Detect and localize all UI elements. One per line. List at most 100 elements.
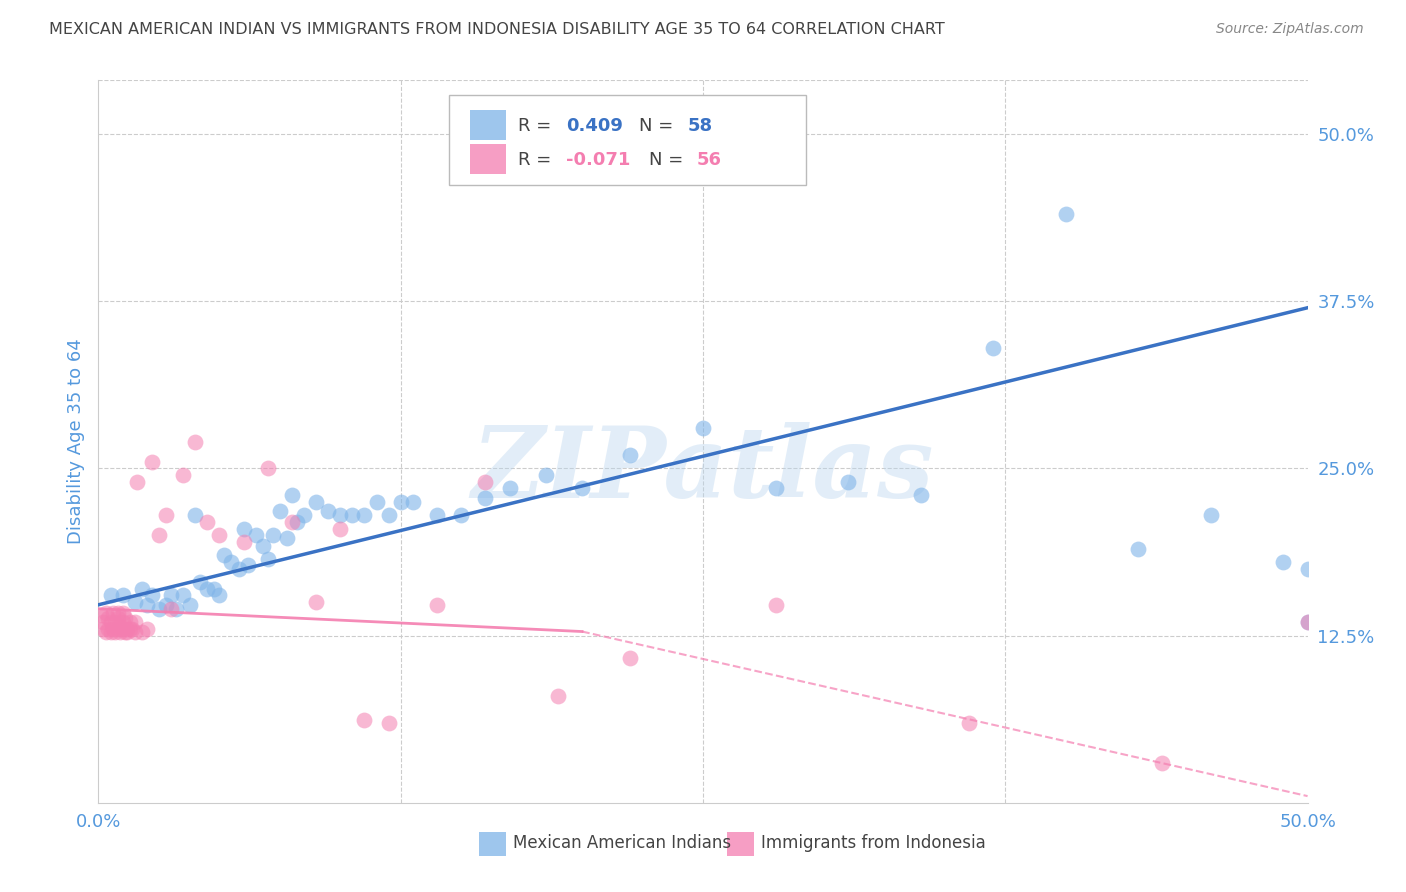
- Point: [212, 548, 235, 563]
- Bar: [470, 144, 506, 174]
- Point: [90, 608, 112, 623]
- Point: [155, 508, 177, 523]
- Point: [228, 562, 250, 576]
- Point: [281, 515, 304, 529]
- Point: [172, 589, 194, 603]
- Point: [172, 467, 194, 482]
- Point: [1272, 555, 1295, 569]
- Point: [957, 715, 980, 730]
- Point: [256, 552, 278, 566]
- Point: [107, 622, 129, 636]
- Point: [276, 531, 298, 545]
- Point: [94, 624, 117, 639]
- Text: R =: R =: [517, 117, 557, 135]
- Point: [155, 598, 177, 612]
- Point: [117, 622, 139, 636]
- Point: [765, 482, 787, 496]
- Point: [1296, 615, 1319, 630]
- Text: MEXICAN AMERICAN INDIAN VS IMMIGRANTS FROM INDONESIA DISABILITY AGE 35 TO 64 COR: MEXICAN AMERICAN INDIAN VS IMMIGRANTS FR…: [49, 22, 945, 37]
- Point: [118, 615, 141, 630]
- Point: [232, 534, 254, 549]
- Point: [141, 589, 163, 603]
- Point: [107, 606, 129, 620]
- Point: [148, 528, 170, 542]
- Point: [104, 624, 127, 639]
- Point: [111, 589, 134, 603]
- Bar: [727, 832, 754, 855]
- Point: [1296, 562, 1319, 576]
- Point: [619, 651, 641, 665]
- Point: [135, 598, 157, 612]
- Point: [141, 455, 163, 469]
- Point: [204, 582, 226, 596]
- Point: [208, 528, 231, 542]
- Point: [131, 624, 153, 639]
- Y-axis label: Disability Age 35 to 64: Disability Age 35 to 64: [66, 339, 84, 544]
- Point: [121, 622, 143, 636]
- Text: Mexican American Indians: Mexican American Indians: [513, 833, 731, 852]
- Point: [619, 448, 641, 462]
- FancyBboxPatch shape: [449, 95, 806, 185]
- Point: [117, 624, 139, 639]
- Point: [837, 475, 859, 489]
- Point: [108, 624, 131, 639]
- Point: [94, 606, 117, 620]
- Point: [245, 528, 267, 542]
- Point: [474, 475, 496, 489]
- Point: [101, 622, 124, 636]
- Point: [402, 494, 425, 508]
- Point: [124, 595, 146, 609]
- Bar: [479, 832, 506, 855]
- Point: [389, 494, 412, 508]
- Point: [571, 482, 593, 496]
- Point: [91, 622, 114, 636]
- Point: [91, 615, 114, 630]
- Point: [981, 341, 1004, 355]
- Point: [184, 434, 207, 449]
- Point: [377, 508, 399, 523]
- Point: [692, 421, 714, 435]
- Point: [426, 508, 449, 523]
- Point: [160, 589, 183, 603]
- Point: [111, 615, 134, 630]
- Point: [1199, 508, 1222, 523]
- Point: [547, 689, 569, 703]
- Point: [292, 508, 315, 523]
- Point: [188, 575, 211, 590]
- Bar: [470, 110, 506, 140]
- Point: [208, 589, 231, 603]
- Point: [285, 515, 308, 529]
- Point: [100, 624, 122, 639]
- Point: [329, 508, 352, 523]
- Point: [1152, 756, 1174, 770]
- Point: [97, 622, 120, 636]
- Point: [131, 582, 153, 596]
- Point: [238, 558, 260, 572]
- Text: N =: N =: [638, 117, 679, 135]
- Point: [111, 606, 134, 620]
- Point: [305, 494, 328, 508]
- Point: [179, 598, 201, 612]
- Point: [97, 611, 120, 625]
- Text: -0.071: -0.071: [567, 151, 631, 169]
- Point: [262, 528, 284, 542]
- Point: [329, 521, 352, 535]
- Point: [1128, 541, 1150, 556]
- Point: [269, 504, 291, 518]
- Point: [124, 615, 146, 630]
- Point: [765, 598, 787, 612]
- Point: [305, 595, 328, 609]
- Text: Immigrants from Indonesia: Immigrants from Indonesia: [761, 833, 986, 852]
- Point: [450, 508, 472, 523]
- Text: ZIPatlas: ZIPatlas: [472, 422, 934, 518]
- Point: [377, 715, 399, 730]
- Point: [100, 589, 122, 603]
- Point: [474, 491, 496, 505]
- Point: [160, 602, 183, 616]
- Point: [127, 475, 149, 489]
- Point: [353, 508, 375, 523]
- Point: [165, 602, 187, 616]
- Point: [101, 606, 124, 620]
- Point: [114, 611, 136, 625]
- Point: [108, 619, 131, 633]
